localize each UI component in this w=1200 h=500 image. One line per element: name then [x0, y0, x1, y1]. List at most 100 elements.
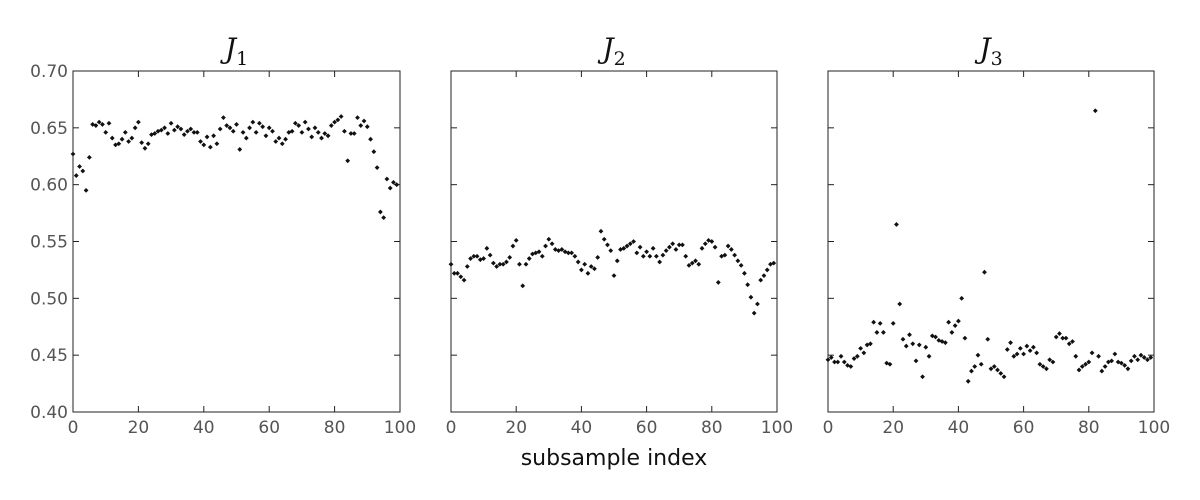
data-point [991, 364, 997, 369]
y-tick-label: 0.50 [30, 289, 68, 309]
x-axis-label: subsample index [521, 446, 708, 471]
data-point [391, 179, 396, 185]
x-tick-label: 60 [1013, 418, 1035, 438]
data-point [1138, 352, 1144, 358]
data-point [237, 147, 243, 152]
data-point [96, 119, 102, 125]
data-point [260, 124, 266, 130]
data-point [978, 361, 984, 367]
data-point [673, 247, 679, 252]
data-point [923, 344, 929, 350]
data-point [273, 139, 279, 144]
data-point [1057, 331, 1062, 336]
data-point [582, 261, 588, 267]
data-point [712, 244, 718, 250]
data-point [481, 256, 486, 261]
data-point [526, 256, 532, 261]
data-point [109, 135, 115, 141]
data-point [1109, 358, 1115, 364]
data-point [286, 129, 292, 135]
data-point [185, 128, 190, 134]
data-point [738, 262, 744, 268]
data-point [198, 139, 203, 144]
data-point [387, 185, 393, 191]
data-point [657, 259, 663, 265]
data-point [624, 243, 630, 249]
data-point [956, 318, 961, 324]
data-point [86, 154, 92, 160]
panel-title-subscript: 3 [991, 48, 1003, 70]
y-tick-label: 0.65 [30, 119, 68, 139]
y-tick-label: 0.45 [30, 346, 68, 366]
data-point [890, 320, 896, 326]
data-point [689, 260, 695, 266]
data-point [592, 266, 597, 272]
data-point [513, 237, 519, 243]
data-point [926, 353, 932, 359]
data-point [631, 239, 636, 244]
data-point [348, 131, 354, 136]
data-point [871, 319, 877, 325]
data-point [988, 366, 994, 372]
data-point [959, 295, 965, 301]
data-point [1135, 357, 1141, 363]
data-point [745, 282, 751, 288]
panel-title-subscript: 2 [614, 48, 626, 70]
data-point [933, 334, 938, 340]
data-point [374, 165, 380, 171]
data-point [211, 133, 217, 139]
data-point [1073, 353, 1079, 359]
data-point [676, 242, 682, 248]
data-point [709, 239, 715, 244]
data-point [90, 122, 96, 127]
data-point [217, 126, 223, 132]
data-point [106, 120, 112, 126]
panel-2: J20 20 40 60 80 100 [446, 32, 794, 438]
data-point [569, 250, 575, 256]
data-point [201, 142, 207, 148]
data-point [302, 119, 308, 125]
data-point [256, 120, 262, 126]
data-point [168, 120, 174, 126]
data-point [699, 245, 705, 251]
data-point [474, 253, 480, 259]
data-point [1066, 341, 1072, 347]
data-point [874, 330, 880, 335]
data-point [335, 117, 341, 123]
data-point [243, 135, 249, 141]
data-point [706, 237, 711, 243]
data-point [240, 129, 246, 135]
data-point [1021, 351, 1026, 357]
data-point [73, 173, 79, 178]
data-point [903, 343, 909, 349]
panel-title: J2 [597, 32, 625, 70]
data-point [100, 122, 105, 127]
data-point [877, 320, 883, 326]
data-point [1096, 353, 1101, 359]
data-point [77, 164, 82, 169]
data-point [575, 259, 581, 265]
data-point [1083, 361, 1088, 367]
data-point [725, 243, 731, 249]
data-point [230, 128, 236, 134]
x-tick-label: 20 [505, 418, 527, 438]
data-point [523, 261, 529, 267]
data-point [315, 129, 321, 135]
data-point [377, 209, 383, 215]
data-point [394, 182, 400, 188]
data-point [345, 158, 351, 164]
data-point [464, 264, 470, 269]
data-point [670, 241, 676, 247]
data-point [585, 270, 591, 276]
data-point [728, 247, 734, 252]
data-point [178, 126, 184, 132]
data-point [972, 364, 978, 369]
data-point [1053, 334, 1059, 340]
data-point [982, 269, 987, 275]
data-point [536, 249, 542, 255]
x-tick-label: 20 [128, 418, 150, 438]
data-point [458, 274, 464, 280]
data-point [497, 261, 503, 267]
data-point [266, 125, 272, 131]
data-point [650, 245, 656, 251]
